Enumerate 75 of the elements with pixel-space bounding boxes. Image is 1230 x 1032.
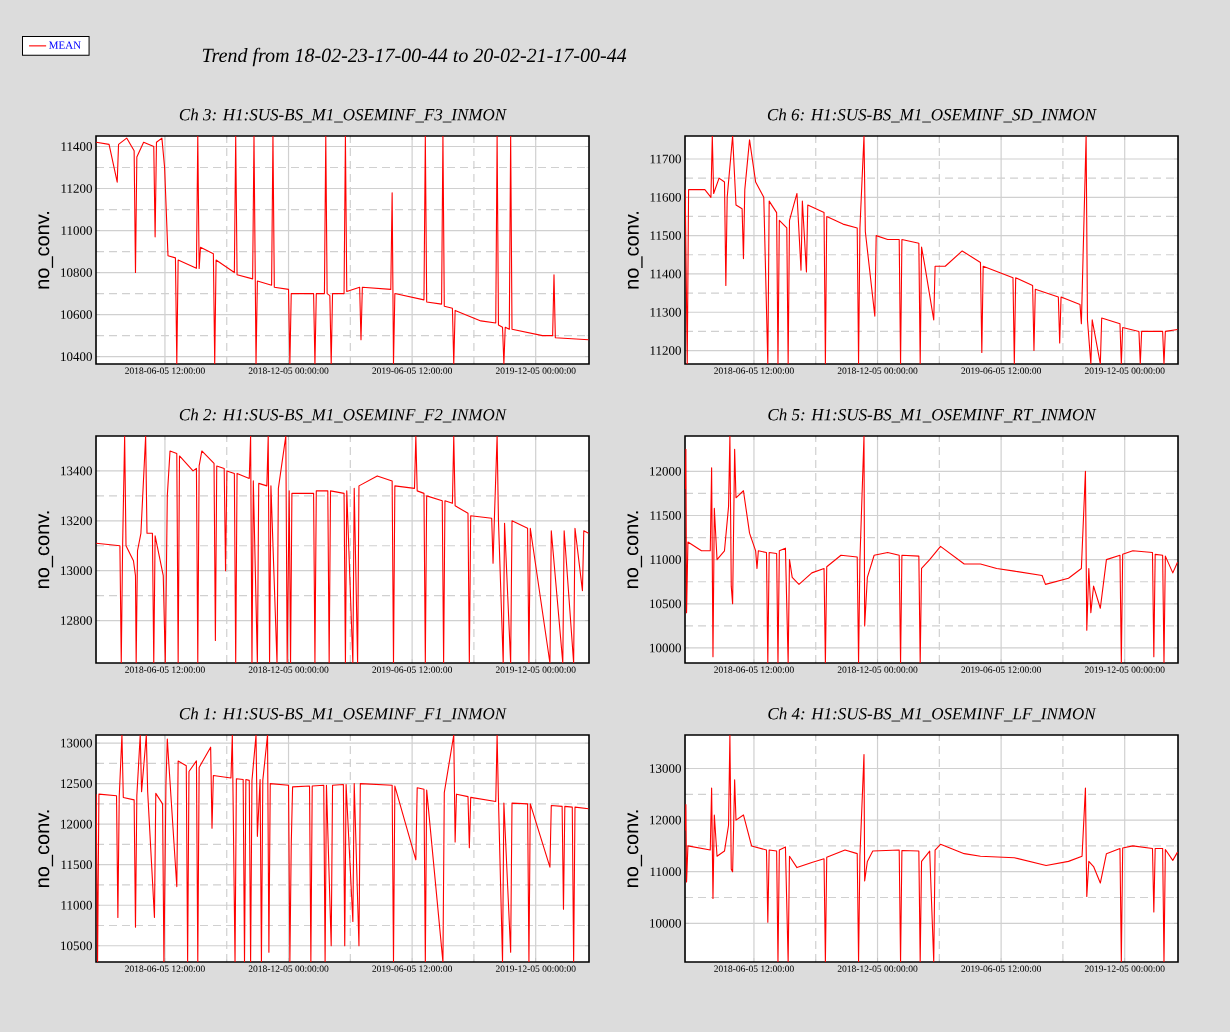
- y-tick-label: 12800: [61, 616, 92, 625]
- line-series: [96, 135, 590, 364]
- x-tick-label: 2018-06-05 12:00:00: [125, 666, 205, 673]
- y-tick-label: 11000: [650, 867, 681, 877]
- x-tick-label: 2019-12-05 00:00:00: [1084, 666, 1165, 673]
- y-tick-label: 11400: [61, 142, 92, 151]
- chart-title: Ch 6: H1:SUS-BS_M1_OSEMINF_SD_INMON: [767, 108, 1097, 123]
- y-tick-label: 13400: [61, 466, 92, 476]
- x-tick-label: 2019-12-05 00:00:00: [495, 367, 576, 374]
- x-tick-label: 2018-12-05 00:00:00: [837, 367, 918, 374]
- y-tick-label: 11000: [650, 555, 681, 565]
- y-tick-label: 11700: [650, 154, 681, 164]
- x-tick-label: 2019-06-05 12:00:00: [372, 367, 452, 374]
- text: Trend from 18-02-23-17-00-44 to 20-02-21-17-00-44: [202, 47, 627, 67]
- y-tick-label: 10000: [650, 643, 681, 653]
- y-tick-label: 11200: [650, 346, 681, 355]
- chart-title: Ch 3: H1:SUS-BS_M1_OSEMINF_F3_INMON: [179, 108, 507, 123]
- line-series: [685, 135, 1179, 364]
- y-tick-label: 13000: [650, 764, 681, 773]
- line-series: [96, 734, 590, 962]
- x-tick-label: 2019-12-05 00:00:00: [495, 666, 576, 673]
- y-tick-label: 11500: [650, 231, 681, 240]
- x-tick-label: 2018-06-05 12:00:00: [714, 666, 794, 673]
- y-axis-title: no_conv.: [38, 211, 54, 289]
- x-tick-label: 2018-06-05 12:00:00: [714, 965, 794, 972]
- x-tick-label: 2019-06-05 12:00:00: [961, 965, 1042, 972]
- x-tick-label: 2018-12-05 00:00:00: [837, 666, 918, 673]
- y-tick-label: 10500: [650, 599, 681, 609]
- y-tick-label: 11000: [61, 226, 92, 235]
- y-axis-title: no_conv.: [38, 511, 54, 588]
- y-axis-title: no_conv.: [627, 810, 643, 887]
- x-tick-label: 2019-06-05 12:00:00: [372, 666, 452, 673]
- y-tick-label: 13000: [61, 738, 92, 748]
- x-tick-label: 2019-12-05 00:00:00: [1084, 367, 1165, 374]
- x-tick-label: 2018-06-05 12:00:00: [125, 367, 205, 374]
- y-tick-label: 11000: [61, 900, 92, 910]
- y-tick-label: 12000: [61, 819, 92, 829]
- y-axis-title: no_conv.: [627, 211, 643, 289]
- x-tick-label: 2018-06-05 12:00:00: [125, 965, 205, 972]
- x-tick-label: 2019-06-05 12:00:00: [961, 666, 1042, 673]
- y-axis-title: no_conv.: [627, 511, 643, 588]
- chart-title: Ch 5: H1:SUS-BS_M1_OSEMINF_RT_INMON: [768, 408, 1097, 423]
- y-tick-label: 10800: [61, 268, 92, 277]
- x-tick-label: 2018-12-05 00:00:00: [248, 367, 329, 374]
- y-tick-label: 13000: [61, 566, 92, 576]
- x-tick-label: 2019-12-05 00:00:00: [1084, 965, 1165, 972]
- y-tick-label: 10400: [61, 352, 92, 362]
- y-tick-label: 13200: [61, 516, 92, 526]
- y-tick-label: 10500: [61, 941, 92, 951]
- x-tick-label: 2019-06-05 12:00:00: [372, 965, 452, 972]
- line-series: [685, 734, 1179, 962]
- y-tick-label: 10600: [61, 310, 92, 319]
- line-series: [96, 436, 590, 663]
- x-tick-label: 2018-12-05 00:00:00: [248, 965, 329, 972]
- chart-title: Ch 1: H1:SUS-BS_M1_OSEMINF_F1_INMON: [179, 707, 507, 722]
- y-tick-label: 11200: [61, 184, 92, 193]
- x-tick-label: 2018-12-05 00:00:00: [837, 965, 918, 972]
- x-tick-label: 2018-06-05 12:00:00: [714, 367, 794, 374]
- y-tick-label: 11400: [650, 269, 681, 279]
- legend-label: MEAN: [48, 41, 81, 49]
- x-tick-label: 2019-06-05 12:00:00: [961, 367, 1041, 374]
- x-tick-label: 2019-12-05 00:00:00: [495, 965, 576, 972]
- line-series: [685, 435, 1179, 663]
- y-tick-label: 12000: [650, 466, 681, 476]
- x-tick-label: 2018-12-05 00:00:00: [248, 666, 329, 673]
- y-tick-label: 11600: [650, 192, 681, 202]
- chart-title: Ch 2: H1:SUS-BS_M1_OSEMINF_F2_INMON: [179, 408, 507, 423]
- y-tick-label: 12000: [650, 815, 681, 825]
- y-tick-label: 11300: [650, 307, 681, 317]
- y-axis-title: no_conv.: [38, 810, 54, 887]
- y-tick-label: 10000: [650, 918, 681, 928]
- chart-title: Ch 4: H1:SUS-BS_M1_OSEMINF_LF_INMON: [768, 707, 1097, 722]
- y-tick-label: 12500: [61, 779, 92, 789]
- y-tick-label: 11500: [61, 860, 92, 870]
- y-tick-label: 11500: [650, 511, 681, 520]
